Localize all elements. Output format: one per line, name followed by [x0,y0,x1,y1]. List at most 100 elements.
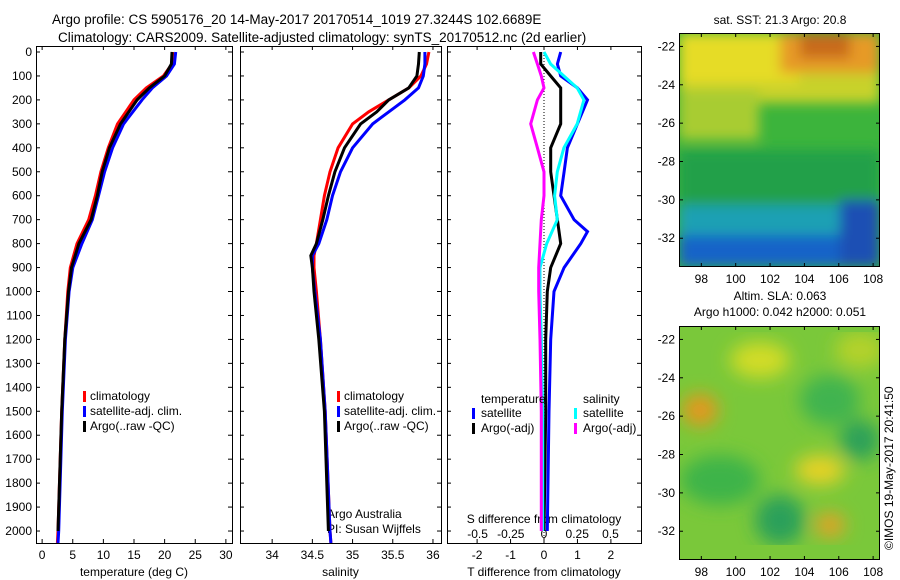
y-tick-label: 1400 [5,380,32,394]
title-line-1: Argo profile: CS 5905176_20 14-May-2017 … [52,12,541,27]
legend-label: satellite-adj. clim. [90,404,182,418]
y-tick-label: 1600 [5,428,32,442]
x-tick-label: 5 [69,548,76,562]
title-line-2: Climatology: CARS2009. Satellite-adjuste… [58,30,586,45]
credit-argo-australia: Argo Australia [327,507,402,521]
map-x-tick-label: 102 [760,565,780,579]
sst-map [679,33,880,267]
y-tick-label: 1300 [5,356,32,370]
plot-frame-0 [36,46,233,544]
series-salinity-argo-adj- [529,51,546,531]
x-tick-label: 34 [265,548,279,562]
y-tick-label: 500 [12,165,32,179]
map-y-tick-label: -30 [658,193,676,207]
y-tick-label: 800 [12,237,32,251]
legend-title-temperature: temperature [481,392,546,406]
x-tick-label: 1 [574,548,581,562]
x-tick-label: 35 [346,548,360,562]
x-axis-label: T difference from climatology [467,565,621,579]
map-y-tick-label: -22 [658,39,676,53]
y-tick-label: 600 [12,189,32,203]
legend-label: satellite-adj. clim. [344,404,436,418]
y-tick-label: 1700 [5,452,32,466]
legend-label: Argo(-adj) [481,421,534,435]
legend-swatch [337,421,340,432]
legend-label: climatology [344,389,404,403]
x-axis-label: temperature (deg C) [80,565,188,579]
s-diff-tick-label: 0.25 [566,527,590,541]
y-tick-label: 1000 [5,285,32,299]
x-tick-label: -1 [505,548,516,562]
map-x-tick-label: 100 [726,272,746,286]
map-x-tick-label: 98 [695,565,709,579]
x-axis-label: salinity [322,565,359,579]
legend-swatch [83,406,86,417]
series-argo-raw-qc- [309,51,421,532]
map-y-tick-label: -28 [658,155,676,169]
y-tick-label: 300 [12,117,32,131]
legend-swatch [337,406,340,417]
x-tick-label: 15 [127,548,141,562]
map-x-tick-label: 106 [829,565,849,579]
map-y-tick-label: -26 [658,116,676,130]
map-x-tick-label: 104 [794,565,814,579]
map-y-tick-label: -28 [658,448,676,462]
legend-label: Argo(..raw -QC) [344,419,429,433]
y-tick-label: 1500 [5,404,32,418]
x-tick-label: 25 [189,548,203,562]
map-y-tick-label: -24 [658,78,676,92]
y-tick-label: 1100 [6,308,32,322]
y-tick-label: 200 [12,93,32,107]
legend-swatch [83,391,86,402]
sla-map [679,326,880,560]
y-tick-label: 1200 [5,332,32,346]
y-tick-label: 0 [25,45,32,59]
map-y-tick-label: -30 [658,486,676,500]
y-tick-label: 2000 [5,524,32,538]
map-y-tick-label: -32 [658,231,676,245]
legend-swatch [472,423,475,434]
x-tick-label: 35.5 [381,548,405,562]
map-x-tick-label: 100 [726,565,746,579]
y-tick-label: 1900 [5,500,32,514]
x-tick-label: 0 [541,548,548,562]
map-x-tick-label: 98 [695,272,709,286]
y-tick-label: 1800 [5,476,32,490]
x-tick-label: 10 [97,548,111,562]
legend-swatch [83,421,86,432]
s-diff-tick-label: -0.25 [497,527,525,541]
sla-map-title-1: Altim. SLA: 0.063 [734,289,827,303]
series-temperature-argo-adj- [539,52,563,532]
y-tick-label: 400 [12,141,32,155]
legend-swatch [337,391,340,402]
y-tick-label: 100 [12,69,32,83]
x-tick-label: -2 [472,548,483,562]
map-x-tick-label: 108 [863,272,883,286]
series-argo-raw-qc- [56,51,174,532]
legend-title-salinity: salinity [583,392,620,406]
s-diff-tick-label: 0 [541,527,548,541]
footer-timestamp: ©IMOS 19-May-2017 20:41:50 [882,386,896,550]
map-y-tick-label: -24 [658,371,676,385]
series-satellite-adj-clim- [310,52,427,544]
map-y-tick-label: -22 [658,332,676,346]
x-tick-label: 34.5 [301,548,325,562]
legend-label: Argo(..raw -QC) [90,419,175,433]
legend-label: satellite [481,406,522,420]
x-tick-label: 0 [39,548,46,562]
plot-frame-1 [240,46,442,544]
map-x-tick-label: 106 [829,272,849,286]
map-x-tick-label: 102 [760,272,780,286]
legend-label: satellite [583,406,624,420]
series-temperature-satellite [545,51,590,532]
map-y-tick-label: -26 [658,409,676,423]
series-climatology [55,51,175,544]
legend-swatch [574,408,577,419]
sla-map-title-2: Argo h1000: 0.042 h2000: 0.051 [694,305,866,319]
legend-label: climatology [90,389,150,403]
s-diff-tick-label: 0.5 [602,527,619,541]
x-tick-label: 20 [158,548,172,562]
y-tick-label: 900 [12,261,32,275]
